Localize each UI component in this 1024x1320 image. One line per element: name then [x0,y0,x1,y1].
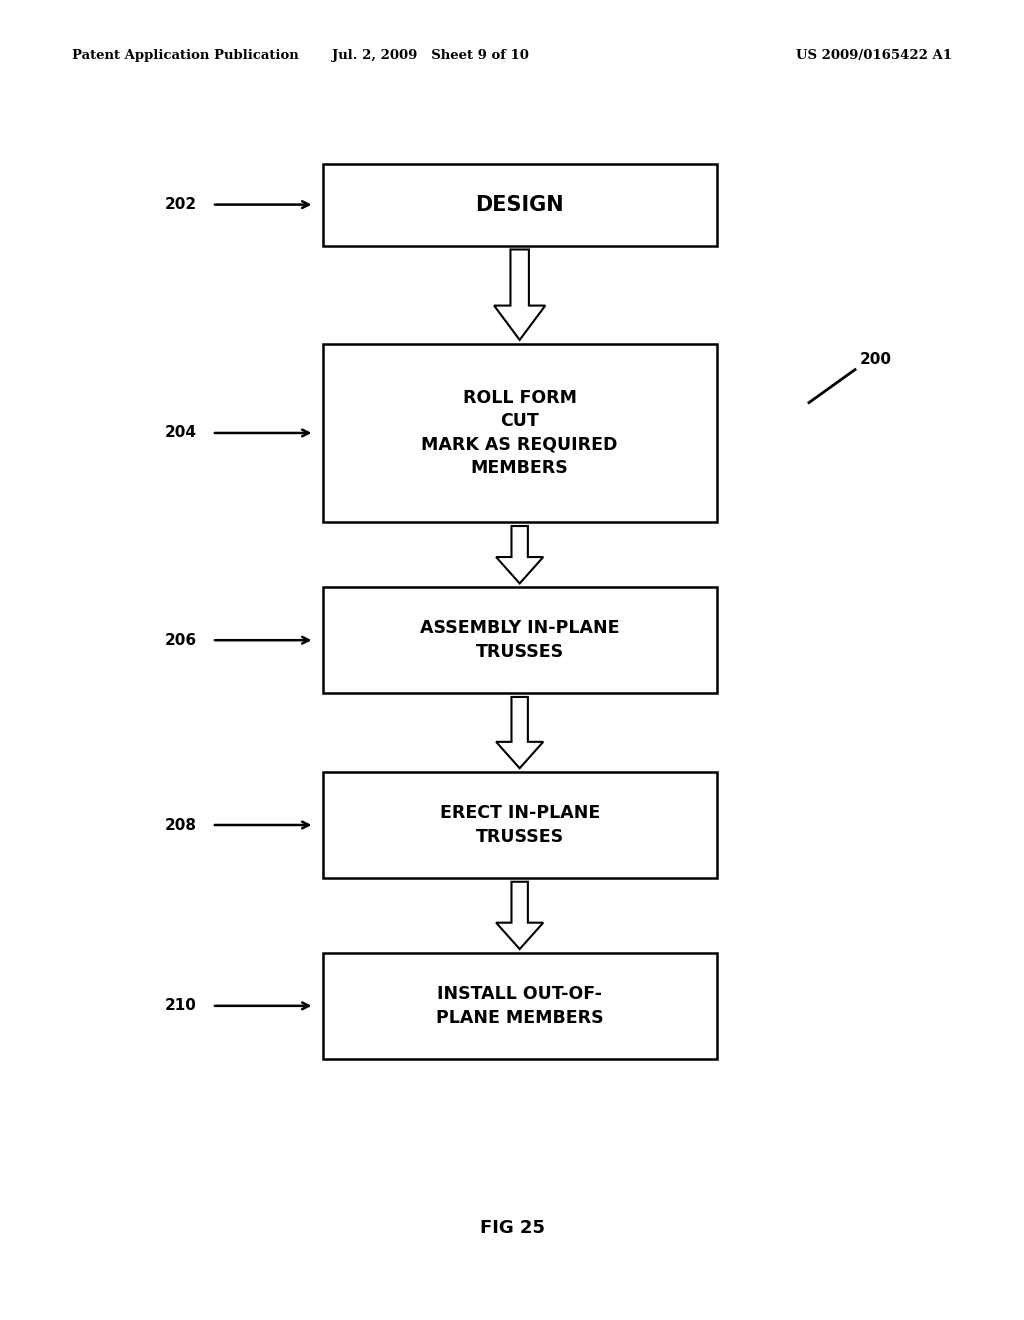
FancyBboxPatch shape [323,587,717,693]
Text: ROLL FORM
CUT
MARK AS REQUIRED
MEMBERS: ROLL FORM CUT MARK AS REQUIRED MEMBERS [422,388,617,478]
Text: 200: 200 [860,352,892,367]
Text: 208: 208 [165,817,197,833]
Text: 204: 204 [165,425,197,441]
Text: INSTALL OUT-OF-
PLANE MEMBERS: INSTALL OUT-OF- PLANE MEMBERS [436,985,603,1027]
Polygon shape [497,882,544,949]
Text: FIG 25: FIG 25 [479,1218,545,1237]
Text: Patent Application Publication: Patent Application Publication [72,49,298,62]
Text: Jul. 2, 2009   Sheet 9 of 10: Jul. 2, 2009 Sheet 9 of 10 [332,49,528,62]
Polygon shape [497,697,544,768]
Text: 206: 206 [165,632,197,648]
Polygon shape [495,249,546,339]
Text: ASSEMBLY IN-PLANE
TRUSSES: ASSEMBLY IN-PLANE TRUSSES [420,619,620,661]
FancyBboxPatch shape [323,164,717,246]
Text: ERECT IN-PLANE
TRUSSES: ERECT IN-PLANE TRUSSES [439,804,600,846]
Text: US 2009/0165422 A1: US 2009/0165422 A1 [797,49,952,62]
Text: DESIGN: DESIGN [475,194,564,215]
Text: 210: 210 [165,998,197,1014]
Text: 202: 202 [165,197,197,213]
FancyBboxPatch shape [323,953,717,1059]
FancyBboxPatch shape [323,772,717,878]
Polygon shape [497,525,544,583]
FancyBboxPatch shape [323,343,717,521]
